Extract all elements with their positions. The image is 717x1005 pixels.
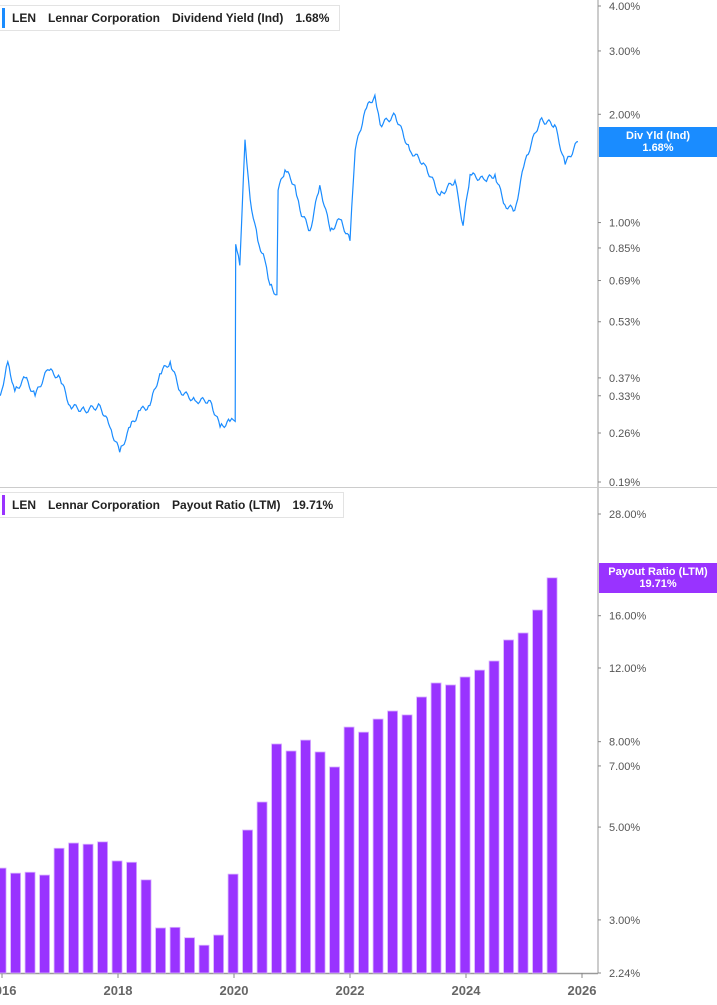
payout-ratio-bar (387, 710, 398, 974)
dividend-yield-value-badge: Div Yld (Ind) 1.68% (599, 127, 717, 157)
y-tick-label: 0.85% (609, 243, 640, 255)
x-tick-label: 2018 (104, 983, 133, 998)
y-tick-label: 1.00% (609, 218, 640, 230)
dividend-yield-legend: LEN Lennar Corporation Dividend Yield (I… (0, 5, 341, 31)
badge-value: 19.71% (639, 578, 677, 590)
y-tick-label: 7.00% (609, 761, 640, 773)
badge-label: Payout Ratio (LTM) (608, 566, 708, 578)
legend-metric: Dividend Yield (Ind) (172, 11, 284, 25)
payout-ratio-bar (242, 829, 253, 974)
payout-ratio-bar (256, 801, 268, 974)
payout-ratio-bar (445, 684, 456, 974)
payout-ratio-bar (372, 718, 384, 974)
payout-ratio-bar (300, 739, 311, 974)
payout-ratio-bar (271, 743, 282, 974)
y-tick-label: 3.00% (609, 915, 640, 927)
y-tick-label: 8.00% (609, 737, 640, 749)
payout-ratio-bar (488, 660, 500, 974)
payout-ratio-bar (358, 731, 369, 974)
legend-ticker: LEN (12, 11, 36, 25)
y-tick-label: 3.00% (609, 46, 640, 58)
payout-ratio-bar (329, 766, 340, 974)
payout-ratio-bar (39, 874, 50, 974)
y-tick-label: 28.00% (609, 509, 647, 521)
payout-ratio-bar (546, 577, 558, 974)
y-tick-label: 2.24% (609, 968, 640, 980)
payout-ratio-bar (126, 861, 137, 974)
payout-ratio-bar (155, 927, 166, 974)
payout-ratio-bar (503, 639, 514, 974)
payout-ratio-bar (227, 873, 239, 974)
payout-ratio-bar (314, 751, 326, 974)
dividend-yield-line (0, 92, 579, 453)
payout-ratio-bar (24, 871, 36, 974)
y-tick-label: 0.69% (609, 276, 640, 288)
x-tick-label: 2016 (0, 983, 16, 998)
legend-company: Lennar Corporation (48, 498, 161, 512)
payout-ratio-bar (343, 726, 355, 974)
y-tick-label: 2.00% (609, 109, 640, 121)
y-tick-label: 0.33% (609, 391, 640, 403)
y-tick-label: 12.00% (609, 663, 647, 675)
y-tick-label: 4.00% (609, 1, 640, 13)
payout-ratio-bar (82, 843, 94, 974)
payout-ratio-bar (401, 714, 413, 974)
payout-ratio-bar (213, 934, 224, 974)
series-color-swatch (2, 495, 5, 515)
y-tick-label: 5.00% (609, 822, 640, 834)
y-tick-label: 0.53% (609, 317, 640, 329)
x-tick-label: 2024 (452, 983, 482, 998)
badge-label: Div Yld (Ind) (626, 130, 690, 142)
payout-ratio-bar (140, 879, 152, 974)
y-tick-label: 0.37% (609, 373, 640, 385)
y-tick-label: 0.19% (609, 477, 640, 489)
payout-ratio-bar (97, 841, 108, 974)
payout-ratio-legend: LEN Lennar Corporation Payout Ratio (LTM… (0, 492, 345, 518)
payout-ratio-bar (459, 676, 471, 974)
payout-ratio-bar (474, 669, 485, 974)
badge-value: 1.68% (642, 142, 674, 154)
series-color-swatch (2, 8, 5, 28)
payout-ratio-bar (285, 750, 297, 974)
payout-ratio-bar (184, 937, 195, 974)
payout-ratio-bar (53, 847, 65, 974)
payout-ratio-bar (0, 867, 7, 974)
legend-value: 1.68% (295, 11, 330, 25)
y-tick-label: 16.00% (609, 611, 647, 623)
payout-ratio-bar (517, 632, 529, 974)
payout-ratio-bar (169, 926, 181, 974)
x-tick-label: 2020 (220, 983, 249, 998)
legend-metric: Payout Ratio (LTM) (172, 498, 281, 512)
x-tick-label: 2026 (568, 983, 597, 998)
payout-ratio-bar (198, 944, 210, 974)
payout-ratio-value-badge: Payout Ratio (LTM) 19.71% (599, 563, 717, 593)
payout-ratio-bar (430, 682, 442, 974)
payout-ratio-bar (111, 860, 123, 974)
x-tick-label: 2022 (336, 983, 365, 998)
payout-ratio-bar (68, 842, 79, 974)
payout-ratio-bar (416, 696, 427, 974)
payout-ratio-bar (532, 609, 543, 974)
legend-ticker: LEN (12, 498, 36, 512)
y-tick-label: 0.26% (609, 428, 640, 440)
payout-ratio-bar (10, 872, 21, 974)
legend-company: Lennar Corporation (48, 11, 161, 25)
legend-value: 19.71% (292, 498, 334, 512)
